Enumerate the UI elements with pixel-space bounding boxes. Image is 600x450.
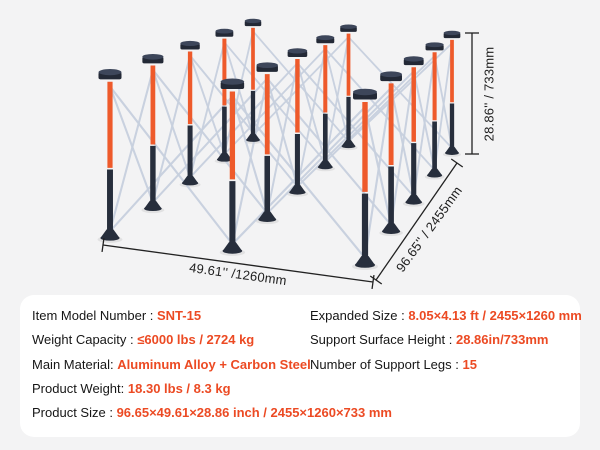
spec-label: Weight Capacity : bbox=[32, 332, 134, 348]
spec-value: 8.05×4.13 ft / 2455×1260 mm bbox=[408, 308, 582, 323]
spec-row: Product Size : 96.65×49.61×28.86 inch / … bbox=[32, 401, 392, 425]
spec-row: Support Surface Height : 28.86in/733mm bbox=[310, 328, 582, 352]
spec-value: ≤6000 lbs / 2724 kg bbox=[137, 332, 255, 348]
spec-value: 28.86in/733mm bbox=[455, 332, 549, 348]
spec-row: Product Weight: 18.30 lbs / 8.3 kg bbox=[32, 377, 392, 401]
spec-label: Product Weight: bbox=[32, 380, 125, 396]
spec-row: Item Model Number : SNT-15 bbox=[32, 304, 392, 328]
scaffold-illustration bbox=[97, 18, 479, 290]
spec-value: 18.30 lbs / 8.3 kg bbox=[127, 380, 231, 396]
spec-value: SNT-15 bbox=[157, 308, 202, 323]
spec-label: Main Material: bbox=[32, 356, 114, 372]
spec-row: Weight Capacity : ≤6000 lbs / 2724 kg bbox=[32, 328, 392, 352]
product-figure: 28.86'' / 733mm 49.61'' /1260mm 96.65'' … bbox=[97, 18, 497, 290]
spec-column-right: Expanded Size : 8.05×4.13 ft / 2455×1260… bbox=[310, 304, 582, 377]
dimension-height-label: 28.86'' / 733mm bbox=[481, 46, 497, 142]
spec-panel: Item Model Number : SNT-15 Weight Capacit… bbox=[20, 295, 582, 437]
spec-label: Product Size : bbox=[32, 405, 113, 421]
spec-label: Number of Support Legs : bbox=[310, 356, 459, 372]
spec-label: Item Model Number : bbox=[32, 308, 154, 323]
spec-row: Expanded Size : 8.05×4.13 ft / 2455×1260… bbox=[310, 304, 582, 328]
spec-value: Aluminum Alloy + Carbon Steel bbox=[117, 356, 311, 372]
spec-label: Expanded Size : bbox=[310, 308, 405, 323]
spec-label: Support Surface Height : bbox=[310, 332, 453, 348]
spec-column-left: Item Model Number : SNT-15 Weight Capacit… bbox=[32, 304, 392, 425]
spec-value: 96.65×49.61×28.86 inch / 2455×1260×733 m… bbox=[116, 405, 392, 421]
spec-value: 15 bbox=[462, 356, 477, 372]
spec-row: Main Material: Aluminum Alloy + Carbon S… bbox=[32, 353, 392, 377]
spec-row: Number of Support Legs : 15 bbox=[310, 353, 582, 377]
